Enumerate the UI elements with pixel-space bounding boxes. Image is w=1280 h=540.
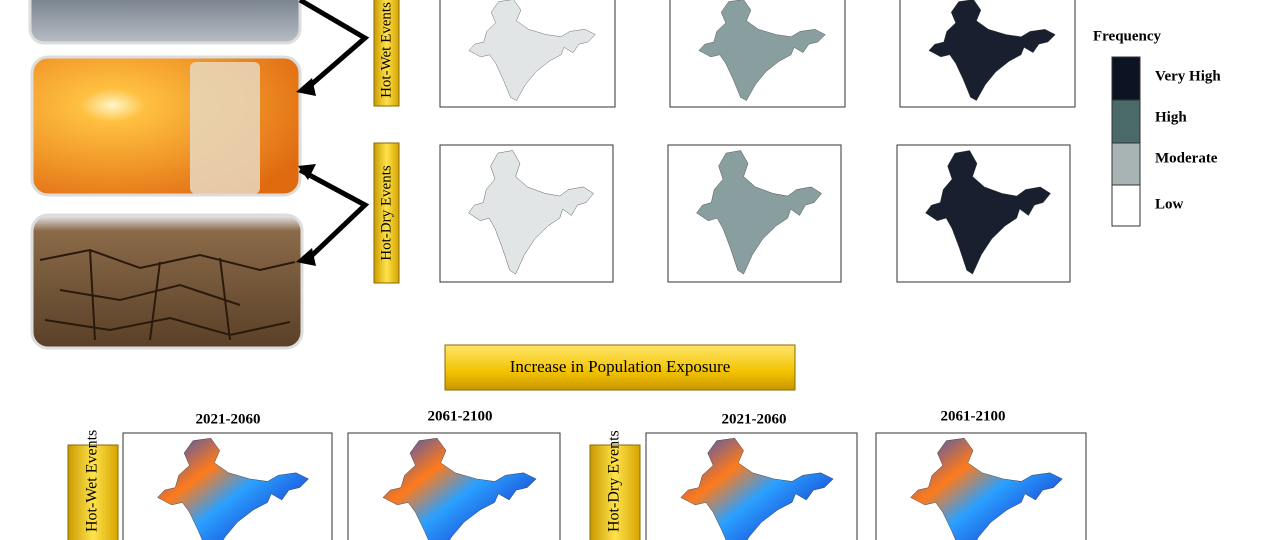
exposure-title-box bbox=[444, 344, 796, 391]
flood-photo bbox=[28, 0, 302, 45]
row-label: Hot-Wet Events bbox=[84, 430, 101, 532]
exposure-title: Increase in Population Exposure bbox=[510, 357, 730, 376]
row-label-box bbox=[373, 142, 400, 284]
period-label: 2021-2060 bbox=[722, 411, 787, 427]
period-label: 2021-2060 bbox=[196, 411, 261, 427]
legend-label: Moderate bbox=[1155, 150, 1218, 166]
legend-swatch bbox=[1111, 56, 1141, 101]
cracks bbox=[39, 248, 296, 341]
row-label: Hot-Dry Events bbox=[606, 430, 623, 532]
arrow-heads bbox=[296, 78, 316, 266]
row-label: Hot-Dry Events bbox=[378, 165, 394, 261]
legend-title: Frequency bbox=[1093, 28, 1162, 44]
legend-swatch bbox=[1111, 184, 1141, 227]
arrows bbox=[298, 0, 370, 264]
period-label: 2061-2100 bbox=[428, 408, 493, 424]
row-label: Hot-Wet Events bbox=[378, 2, 394, 98]
row-label-box bbox=[67, 444, 119, 540]
map-frame bbox=[669, 0, 846, 108]
legend-label: Low bbox=[1155, 196, 1184, 212]
legend-label: Very High bbox=[1155, 68, 1221, 84]
legend-swatch bbox=[1111, 142, 1141, 186]
thermometer bbox=[190, 62, 260, 194]
legend-label: High bbox=[1155, 109, 1187, 125]
row-label-box bbox=[589, 444, 641, 540]
period-label: 2061-2100 bbox=[941, 408, 1006, 424]
legend-swatch bbox=[1111, 99, 1141, 144]
row-label-box bbox=[373, 0, 400, 107]
drought-photo bbox=[30, 213, 304, 350]
